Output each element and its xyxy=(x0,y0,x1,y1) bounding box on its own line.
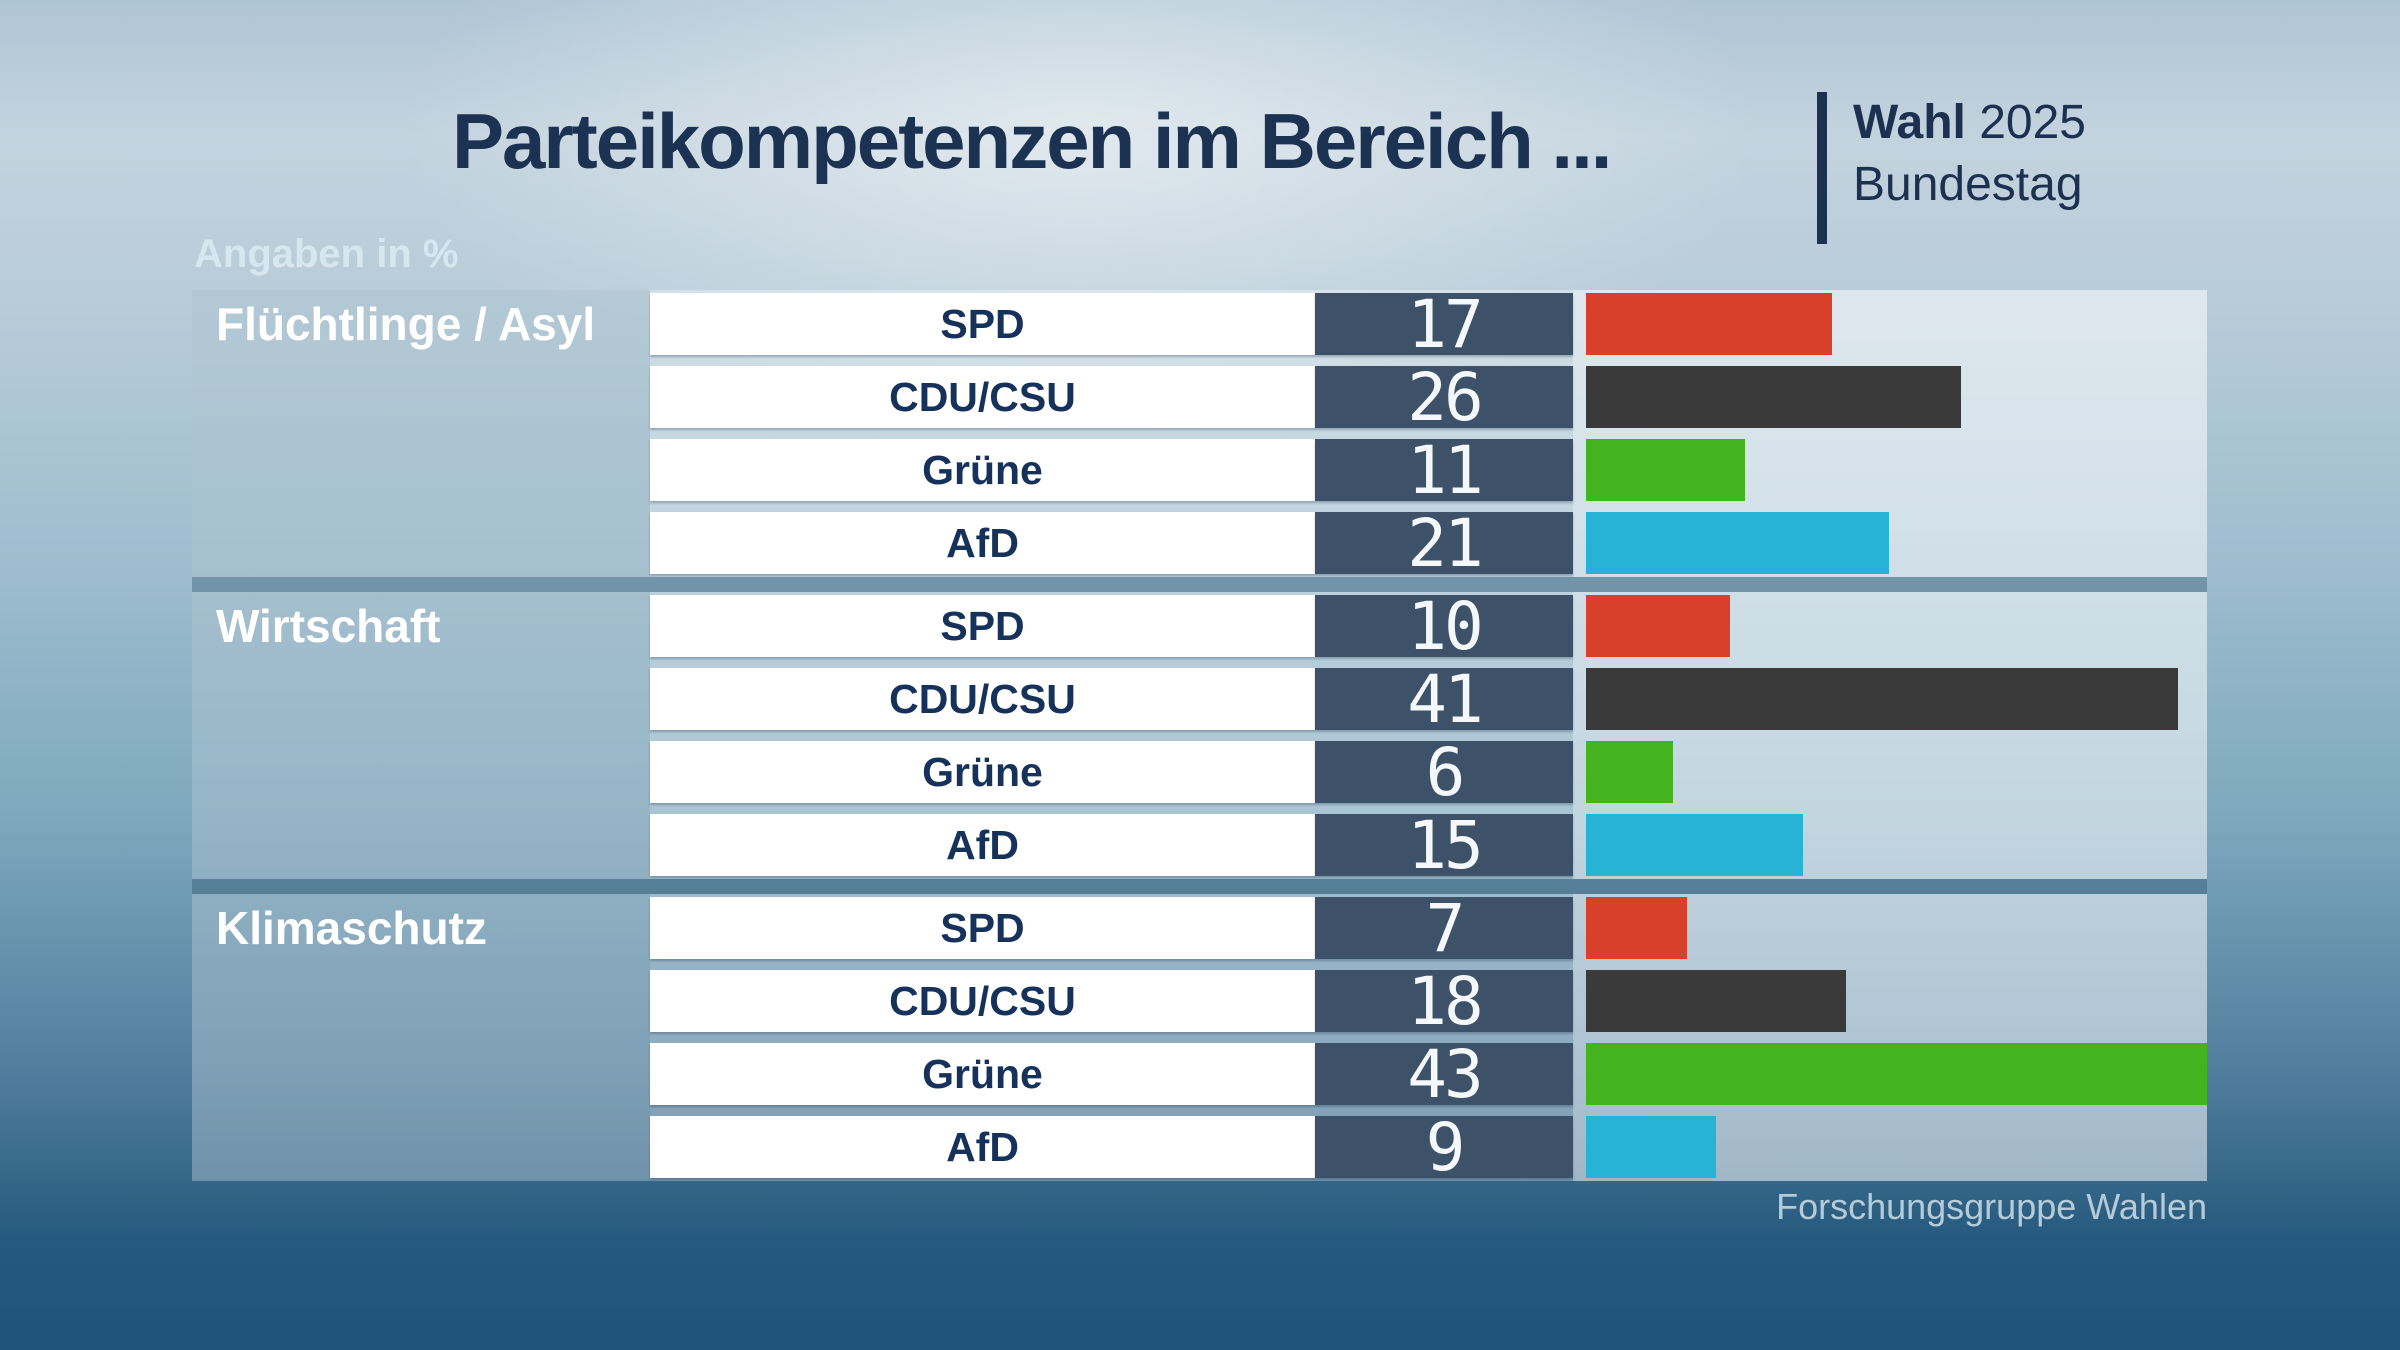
bar-cdu-csu xyxy=(1586,668,2179,730)
chart-row: AfD 15 xyxy=(192,807,2207,884)
party-label-cell: AfD xyxy=(650,1116,1315,1178)
chart-row: Grüne 11 xyxy=(192,432,2207,509)
chart-row: Grüne 6 xyxy=(192,734,2207,811)
group-separator xyxy=(192,879,2207,894)
bar-track xyxy=(1586,814,2207,876)
brand-vertical-bar xyxy=(1817,92,1827,244)
bar-track xyxy=(1586,970,2207,1032)
bar-track xyxy=(1586,668,2207,730)
group-label: Klimaschutz xyxy=(216,902,487,954)
bar-track xyxy=(1586,1116,2207,1178)
bar-track xyxy=(1586,897,2207,959)
value-cell: 41 xyxy=(1315,661,1573,738)
value-cell: 9 xyxy=(1315,1109,1573,1186)
chart-row: CDU/CSU 26 xyxy=(192,359,2207,436)
party-label-cell: CDU/CSU xyxy=(650,366,1315,428)
bar-track xyxy=(1586,1043,2207,1105)
brand-line-1: Wahl 2025 xyxy=(1853,92,2086,154)
chart-row: SPD 10 xyxy=(192,588,2207,665)
chart-groups: Flüchtlinge / Asyl SPD 17 CDU/CSU 26 Grüne 11 A… xyxy=(192,286,2207,1186)
bar-spd xyxy=(1586,595,1731,657)
bar-gruene xyxy=(1586,1043,2207,1105)
party-label-cell: CDU/CSU xyxy=(650,668,1315,730)
group-panel-2: Wirtschaft SPD 10 CDU/CSU 41 Grüne 6 AfD 15 xyxy=(192,588,2207,884)
value-cell: 6 xyxy=(1315,734,1573,811)
group-label: Flüchtlinge / Asyl xyxy=(216,298,596,350)
party-label-cell: AfD xyxy=(650,814,1315,876)
bar-gruene xyxy=(1586,439,1745,501)
group-panel-3: Klimaschutz SPD 7 CDU/CSU 18 Grüne 43 AfD 9 xyxy=(192,890,2207,1186)
bar-track xyxy=(1586,439,2207,501)
value-cell: 21 xyxy=(1315,505,1573,582)
brand-logo: Wahl 2025 Bundestag xyxy=(1817,92,2086,244)
bar-cdu-csu xyxy=(1586,970,1846,1032)
bar-gruene xyxy=(1586,741,1673,803)
value-cell: 11 xyxy=(1315,432,1573,509)
party-label-cell: AfD xyxy=(650,512,1315,574)
chart-row: Grüne 43 xyxy=(192,1036,2207,1113)
party-label-cell: SPD xyxy=(650,293,1315,355)
party-label-cell: Grüne xyxy=(650,439,1315,501)
bar-track xyxy=(1586,366,2207,428)
brand-year: 2025 xyxy=(1979,96,2086,149)
chart-row: SPD 17 xyxy=(192,286,2207,363)
bar-spd xyxy=(1586,293,1832,355)
page-title: Parteikompetenzen im Bereich ... xyxy=(452,97,1612,185)
chart-row: CDU/CSU 18 xyxy=(192,963,2207,1040)
value-cell: 7 xyxy=(1315,890,1573,967)
value-cell: 15 xyxy=(1315,807,1573,884)
bar-afd xyxy=(1586,814,1803,876)
bar-track xyxy=(1586,741,2207,803)
bar-track xyxy=(1586,512,2207,574)
value-cell: 43 xyxy=(1315,1036,1573,1113)
chart-row: SPD 7 xyxy=(192,890,2207,967)
chart-row: CDU/CSU 41 xyxy=(192,661,2207,738)
party-label-cell: Grüne xyxy=(650,741,1315,803)
source-label: Forschungsgruppe Wahlen xyxy=(1776,1186,2207,1227)
bar-afd xyxy=(1586,512,1890,574)
brand-name: Wahl xyxy=(1853,96,1966,149)
bar-afd xyxy=(1586,1116,1716,1178)
bar-spd xyxy=(1586,897,1688,959)
bar-track xyxy=(1586,595,2207,657)
chart-row: AfD 21 xyxy=(192,505,2207,582)
party-label-cell: SPD xyxy=(650,897,1315,959)
value-cell: 10 xyxy=(1315,588,1573,665)
brand-text: Wahl 2025 Bundestag xyxy=(1853,92,2086,244)
value-cell: 18 xyxy=(1315,963,1573,1040)
bar-cdu-csu xyxy=(1586,366,1962,428)
value-cell: 26 xyxy=(1315,359,1573,436)
party-label-cell: CDU/CSU xyxy=(650,970,1315,1032)
party-label-cell: Grüne xyxy=(650,1043,1315,1105)
brand-line-2: Bundestag xyxy=(1853,158,2083,212)
group-label: Wirtschaft xyxy=(216,600,441,652)
party-label-cell: SPD xyxy=(650,595,1315,657)
bar-track xyxy=(1586,293,2207,355)
group-separator xyxy=(192,577,2207,592)
units-label: Angaben in % xyxy=(194,232,459,276)
chart-row: AfD 9 xyxy=(192,1109,2207,1186)
value-cell: 17 xyxy=(1315,286,1573,363)
group-panel-1: Flüchtlinge / Asyl SPD 17 CDU/CSU 26 Grüne 11 A… xyxy=(192,286,2207,582)
